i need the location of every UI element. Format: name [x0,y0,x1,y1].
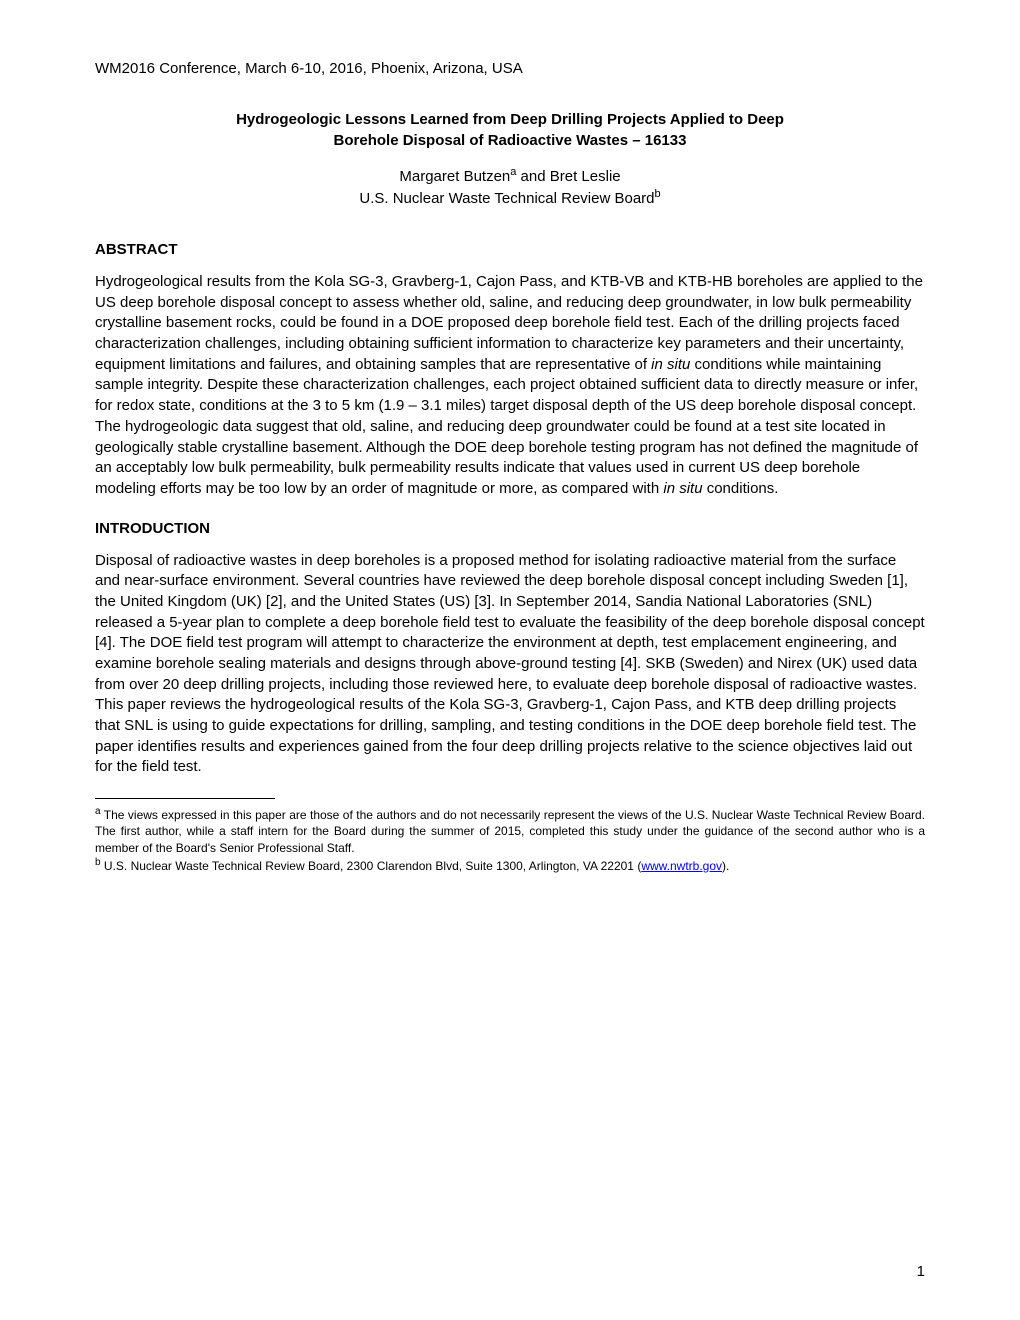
author-line1-suffix: and Bret Leslie [516,168,620,185]
author-line2-prefix: U.S. Nuclear Waste Technical Review Boar… [359,190,654,207]
author-footnote-b: b [655,188,661,200]
author-line1-prefix: Margaret Butzen [399,168,510,185]
authors-block: Margaret Butzena and Bret Leslie U.S. Nu… [95,165,925,209]
abstract-body: Hydrogeological results from the Kola SG… [95,272,925,500]
footnote-a-text: The views expressed in this paper are th… [95,808,925,854]
footnote-a: a The views expressed in this paper are … [95,805,925,856]
abstract-heading: ABSTRACT [95,241,925,258]
introduction-body: Disposal of radioactive wastes in deep b… [95,551,925,779]
footnote-b-prefix: U.S. Nuclear Waste Technical Review Boar… [101,859,642,873]
footnote-b-suffix: ). [722,859,729,873]
footnote-b-link[interactable]: www.nwtrb.gov [641,859,722,873]
title-line2: Borehole Disposal of Radioactive Wastes … [334,132,687,149]
conference-header: WM2016 Conference, March 6-10, 2016, Pho… [95,60,925,77]
paper-title: Hydrogeologic Lessons Learned from Deep … [95,109,925,151]
introduction-heading: INTRODUCTION [95,520,925,537]
abstract-part2: conditions while maintaining sample inte… [95,356,918,497]
footnote-divider [95,798,275,799]
abstract-italic2: in situ [663,480,702,497]
abstract-part3: conditions. [703,480,779,497]
footnote-b: b U.S. Nuclear Waste Technical Review Bo… [95,856,925,874]
title-line1: Hydrogeologic Lessons Learned from Deep … [236,111,784,128]
page-number: 1 [917,1263,925,1280]
abstract-italic1: in situ [651,356,690,373]
